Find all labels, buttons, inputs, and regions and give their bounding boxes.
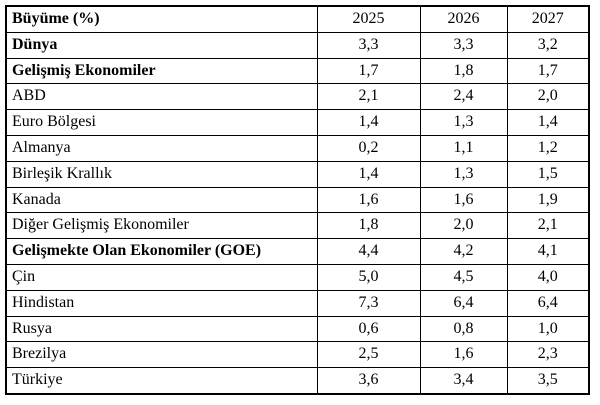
cell-value: 0,8 — [419, 315, 508, 343]
table-row: Çin 5,0 4,5 4,0 — [5, 263, 590, 291]
year-column-header: 2027 — [506, 5, 590, 33]
cell-value: 2,3 — [506, 341, 590, 369]
cell-value: 2,4 — [419, 83, 508, 111]
table-header-row: Büyüme (%) 2025 2026 2027 — [5, 5, 590, 33]
row-label: Euro Bölgesi — [5, 109, 318, 136]
cell-value: 2,1 — [506, 212, 590, 240]
cell-value: 7,3 — [316, 289, 421, 317]
cell-value: 3,2 — [506, 31, 590, 59]
row-label: Çin — [5, 263, 318, 291]
cell-value: 6,4 — [506, 289, 590, 317]
cell-value: 2,0 — [506, 83, 590, 111]
table-row: Brezilya 2,5 1,6 2,3 — [5, 341, 590, 369]
year-column-header: 2025 — [316, 5, 421, 33]
table-row: Birleşik Krallık 1,4 1,3 1,5 — [5, 160, 590, 188]
table-row: Türkiye 3,6 3,4 3,5 — [5, 367, 590, 395]
cell-value: 2,5 — [316, 341, 421, 369]
row-label: Diğer Gelişmiş Ekonomiler — [5, 212, 318, 240]
cell-value: 1,6 — [419, 341, 508, 369]
cell-value: 3,6 — [316, 367, 421, 395]
cell-value: 1,1 — [419, 134, 508, 162]
row-label: ABD — [5, 83, 318, 111]
cell-value: 1,8 — [419, 57, 508, 85]
table-title: Büyüme (%) — [5, 5, 318, 33]
cell-value: 1,5 — [506, 160, 590, 188]
cell-value: 1,9 — [506, 186, 590, 214]
cell-value: 2,1 — [316, 83, 421, 111]
cell-value: 1,8 — [316, 212, 421, 240]
cell-value: 1,0 — [506, 315, 590, 343]
table-row: Hindistan 7,3 6,4 6,4 — [5, 289, 590, 317]
row-label: Dünya — [5, 31, 318, 59]
row-label: Kanada — [5, 186, 318, 214]
cell-value: 1,4 — [506, 109, 590, 136]
cell-value: 1,3 — [419, 160, 508, 188]
cell-value: 3,3 — [419, 31, 508, 59]
row-label: Gelişmekte Olan Ekonomiler (GOE) — [5, 238, 318, 265]
row-label: Birleşik Krallık — [5, 160, 318, 188]
table-row: Gelişmiş Ekonomiler 1,7 1,8 1,7 — [5, 57, 590, 85]
row-label: Gelişmiş Ekonomiler — [5, 57, 318, 85]
cell-value: 4,1 — [506, 238, 590, 265]
table-row: Diğer Gelişmiş Ekonomiler 1,8 2,0 2,1 — [5, 212, 590, 240]
cell-value: 4,2 — [419, 238, 508, 265]
cell-value: 1,4 — [316, 109, 421, 136]
row-label: Brezilya — [5, 341, 318, 369]
cell-value: 2,0 — [419, 212, 508, 240]
cell-value: 1,3 — [419, 109, 508, 136]
table-row: Rusya 0,6 0,8 1,0 — [5, 315, 590, 343]
cell-value: 4,4 — [316, 238, 421, 265]
year-column-header: 2026 — [419, 5, 508, 33]
cell-value: 1,2 — [506, 134, 590, 162]
row-label: Hindistan — [5, 289, 318, 317]
row-label: Rusya — [5, 315, 318, 343]
table-row: Kanada 1,6 1,6 1,9 — [5, 186, 590, 214]
cell-value: 1,7 — [316, 57, 421, 85]
cell-value: 3,5 — [506, 367, 590, 395]
cell-value: 4,5 — [419, 263, 508, 291]
table-row: Almanya 0,2 1,1 1,2 — [5, 134, 590, 162]
table-row: Dünya 3,3 3,3 3,2 — [5, 31, 590, 59]
cell-value: 3,3 — [316, 31, 421, 59]
cell-value: 3,4 — [419, 367, 508, 395]
table-row: Gelişmekte Olan Ekonomiler (GOE) 4,4 4,2… — [5, 238, 590, 265]
cell-value: 6,4 — [419, 289, 508, 317]
cell-value: 5,0 — [316, 263, 421, 291]
cell-value: 1,7 — [506, 57, 590, 85]
cell-value: 1,6 — [419, 186, 508, 214]
cell-value: 1,4 — [316, 160, 421, 188]
cell-value: 4,0 — [506, 263, 590, 291]
row-label: Almanya — [5, 134, 318, 162]
growth-table: Büyüme (%) 2025 2026 2027 Dünya 3,3 3,3 … — [5, 5, 590, 395]
cell-value: 0,2 — [316, 134, 421, 162]
cell-value: 0,6 — [316, 315, 421, 343]
table-row: Euro Bölgesi 1,4 1,3 1,4 — [5, 109, 590, 136]
cell-value: 1,6 — [316, 186, 421, 214]
row-label: Türkiye — [5, 367, 318, 395]
table-row: ABD 2,1 2,4 2,0 — [5, 83, 590, 111]
